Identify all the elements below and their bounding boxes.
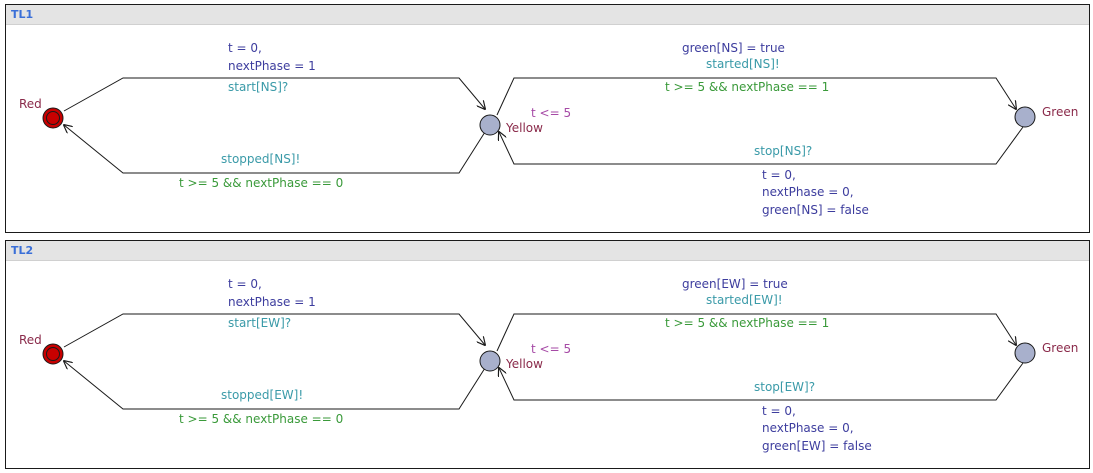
- assign-label: nextPhase = 0,: [762, 185, 854, 199]
- sync-label: started[EW]!: [706, 293, 783, 307]
- edge-green-to-yellow[interactable]: [499, 362, 1024, 401]
- sync-label: stopped[EW]!: [221, 388, 303, 402]
- sync-label: stopped[NS]!: [221, 152, 300, 166]
- assign-label: t = 0,: [762, 168, 796, 182]
- initial-marker: [46, 111, 60, 125]
- sync-label: stop[EW]?: [754, 380, 815, 394]
- panel-title: TL1: [11, 8, 34, 21]
- location-name-red: Red: [19, 97, 42, 111]
- template-panel-tl1: TL1 Red Yellow Green t <= 5 t = 0, nextP…: [5, 4, 1090, 233]
- automaton-canvas-tl2: Red Yellow Green t <= 5 t = 0, nextPhase…: [19, 277, 1078, 453]
- assign-label: green[NS] = true: [682, 41, 785, 55]
- assign-label: green[EW] = false: [762, 439, 872, 453]
- assign-label: nextPhase = 0,: [762, 421, 854, 435]
- location-red[interactable]: [42, 343, 64, 365]
- assign-label: nextPhase = 1: [228, 59, 316, 73]
- initial-marker: [46, 347, 60, 361]
- template-panel-tl2: TL2 Red Yellow Green t <= 5 t = 0, nextP…: [5, 240, 1090, 469]
- location-name-red: Red: [19, 333, 42, 347]
- edge-yellow-to-green[interactable]: [496, 77, 1016, 116]
- assign-label: t = 0,: [762, 404, 796, 418]
- invariant-yellow: t <= 5: [531, 106, 571, 120]
- guard-label: t >= 5 && nextPhase == 1: [665, 80, 829, 94]
- panel-title: TL2: [11, 244, 34, 257]
- guard-label: t >= 5 && nextPhase == 0: [179, 176, 343, 190]
- sync-label: start[EW]?: [228, 316, 291, 330]
- edge-green-to-yellow[interactable]: [499, 126, 1024, 165]
- location-green[interactable]: [1014, 342, 1036, 364]
- sync-label: started[NS]!: [706, 57, 780, 71]
- assign-label: t = 0,: [228, 41, 262, 55]
- location-yellow[interactable]: [479, 114, 501, 136]
- edge-yellow-to-red[interactable]: [64, 125, 486, 174]
- assign-label: green[EW] = true: [682, 277, 788, 291]
- guard-label: t >= 5 && nextPhase == 1: [665, 316, 829, 330]
- edge-red-to-yellow[interactable]: [63, 313, 485, 348]
- panel-title-bar: TL2: [6, 241, 1089, 261]
- location-name-green: Green: [1042, 105, 1078, 119]
- location-name-yellow: Yellow: [505, 121, 543, 135]
- assign-label: t = 0,: [228, 277, 262, 291]
- edge-yellow-to-red[interactable]: [64, 361, 486, 410]
- assign-label: green[NS] = false: [762, 203, 869, 217]
- location-green[interactable]: [1014, 106, 1036, 128]
- location-name-yellow: Yellow: [505, 357, 543, 371]
- sync-label: stop[NS]?: [754, 144, 812, 158]
- location-name-green: Green: [1042, 341, 1078, 355]
- assign-label: nextPhase = 1: [228, 295, 316, 309]
- guard-label: t >= 5 && nextPhase == 0: [179, 412, 343, 426]
- location-yellow[interactable]: [479, 350, 501, 372]
- panel-title-bar: TL1: [6, 5, 1089, 25]
- location-red[interactable]: [42, 107, 64, 129]
- edge-red-to-yellow[interactable]: [63, 77, 485, 112]
- sync-label: start[NS]?: [228, 80, 288, 94]
- invariant-yellow: t <= 5: [531, 342, 571, 356]
- automaton-canvas-tl1: Red Yellow Green t <= 5 t = 0, nextPhase…: [19, 41, 1078, 217]
- edge-yellow-to-green[interactable]: [496, 313, 1016, 352]
